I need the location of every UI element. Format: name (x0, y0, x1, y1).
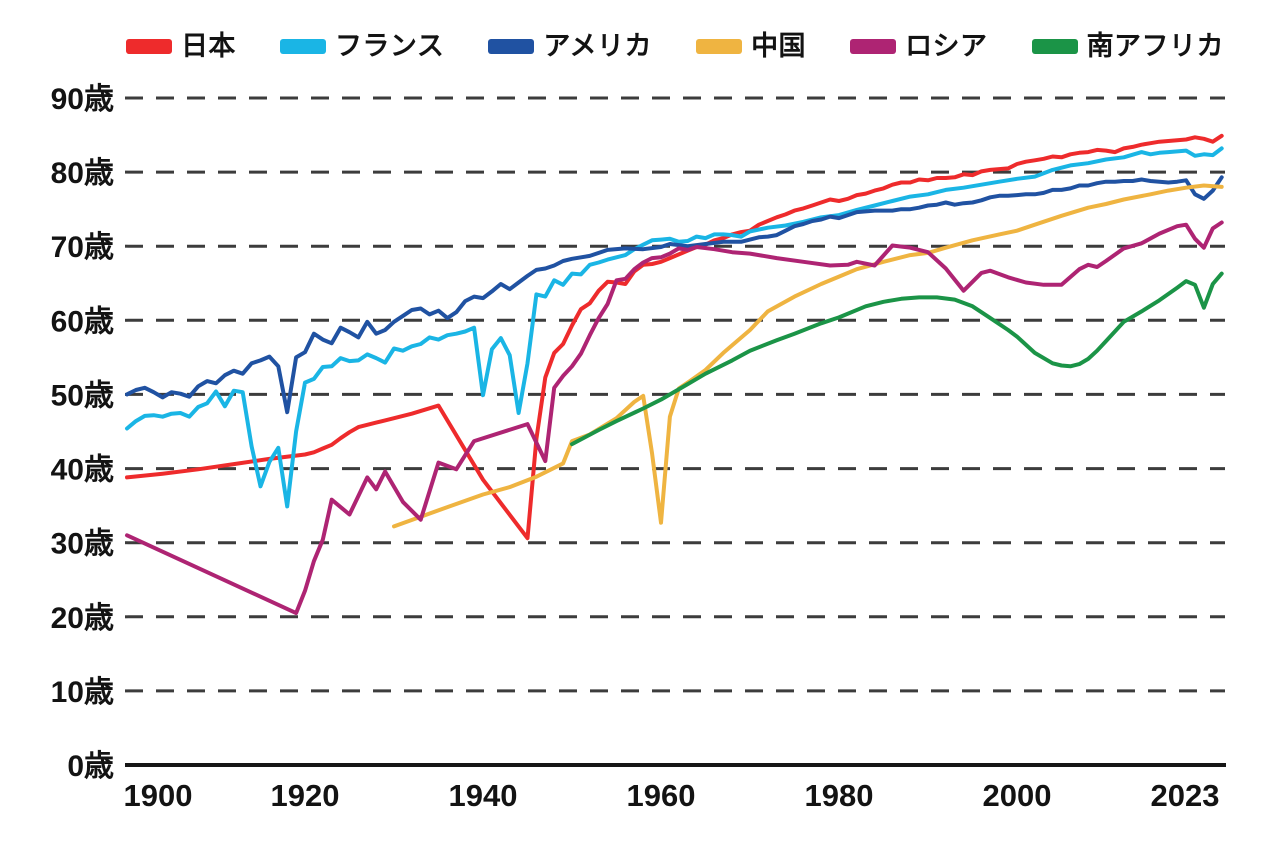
chart-legend: 日本 フランス アメリカ 中国 ロシア 南アフリカ (125, 33, 1225, 60)
china-line (392, 183, 1224, 529)
y-axis-label-90: 90歳 (51, 83, 114, 116)
y-axis-label-50: 50歳 (51, 379, 114, 412)
x-axis-label-2023: 2023 (1151, 778, 1220, 813)
legend-swatch-france (279, 39, 326, 54)
y-axis-label-40: 40歳 (51, 454, 114, 487)
legend-item-south-africa: 南アフリカ (1031, 31, 1225, 61)
legend-label-japan: 日本 (180, 31, 236, 61)
legend-item-russia: ロシア (850, 33, 988, 60)
legend-label-america: アメリカ (543, 31, 653, 61)
france-line (125, 146, 1224, 509)
south-africa-line (570, 271, 1224, 447)
y-axis-label-70: 70歳 (51, 231, 114, 264)
legend-item-france: フランス (279, 31, 445, 61)
y-axis-label-0: 0歳 (67, 750, 114, 783)
legend-swatch-america (488, 39, 535, 54)
legend-label-russia: ロシア (905, 31, 988, 61)
x-axis-label-1920: 1920 (271, 778, 340, 813)
legend-label-france: フランス (334, 31, 445, 61)
legend-item-china: 中国 (696, 33, 806, 60)
japan-line (125, 133, 1224, 541)
y-axis-label-30: 30歳 (51, 528, 114, 561)
legend-swatch-china (696, 39, 743, 54)
america-line (125, 175, 1224, 415)
legend-item-america: アメリカ (488, 33, 652, 60)
y-axis-label-60: 60歳 (51, 305, 114, 338)
x-axis-label-1960: 1960 (627, 778, 696, 813)
x-axis-label-1940: 1940 (449, 778, 518, 813)
legend-item-japan: 日本 (125, 31, 236, 61)
x-axis-label-1900: 1900 (124, 778, 193, 813)
y-axis-label-20: 20歳 (51, 602, 114, 635)
legend-label-south-africa: 南アフリカ (1086, 31, 1225, 61)
legend-swatch-south-africa (1031, 39, 1078, 54)
legend-label-china: 中国 (751, 31, 807, 61)
x-axis-label-2000: 2000 (983, 778, 1052, 813)
russia-line (125, 220, 1224, 616)
y-axis-label-80: 80歳 (51, 157, 114, 190)
legend-swatch-russia (850, 39, 897, 54)
y-axis-label-10: 10歳 (51, 676, 114, 709)
x-axis-label-1980: 1980 (805, 778, 874, 813)
legend-swatch-japan (125, 39, 172, 54)
